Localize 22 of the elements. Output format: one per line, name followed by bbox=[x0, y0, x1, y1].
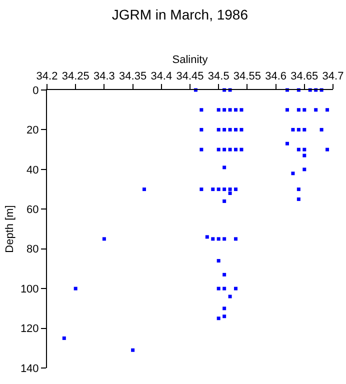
y-axis-title: Depth [m] bbox=[4, 205, 16, 253]
x-tick-label: 34.55 bbox=[233, 70, 261, 83]
x-tick-label: 34.65 bbox=[290, 70, 318, 83]
x-tick-label: 34.7 bbox=[322, 70, 344, 83]
x-tick-label: 34.3 bbox=[93, 70, 115, 83]
x-tick-label: 34.25 bbox=[62, 70, 90, 83]
chart-title: JGRM in March, 1986 bbox=[112, 6, 248, 22]
y-tick-label: 0 bbox=[32, 84, 39, 97]
x-tick-label: 34.35 bbox=[119, 70, 147, 83]
x-tick-label: 34.45 bbox=[176, 70, 204, 83]
x-tick-label: 34.5 bbox=[208, 70, 230, 83]
x-tick-label: 34.4 bbox=[150, 70, 172, 83]
y-tick-label: 120 bbox=[20, 323, 39, 336]
y-tick-label: 60 bbox=[26, 204, 39, 216]
y-tick-label: 140 bbox=[20, 362, 39, 375]
y-tick-label: 20 bbox=[26, 124, 39, 137]
y-tick-label: 100 bbox=[20, 283, 39, 296]
y-tick-label: 40 bbox=[26, 164, 39, 176]
x-axis-title: Salinity bbox=[172, 54, 208, 66]
y-tick-label: 80 bbox=[26, 244, 39, 256]
x-tick-label: 34.6 bbox=[265, 70, 287, 83]
x-tick-label: 34.2 bbox=[36, 70, 58, 83]
